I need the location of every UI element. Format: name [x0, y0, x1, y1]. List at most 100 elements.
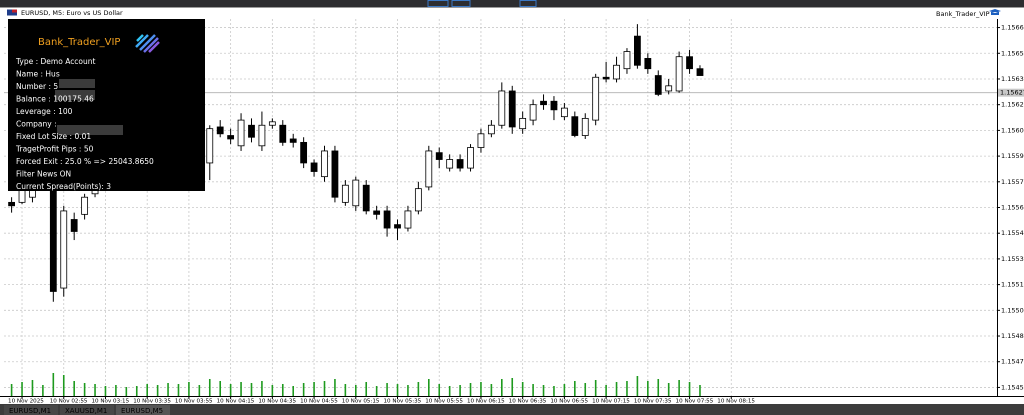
toolbar-button[interactable] [519, 0, 537, 7]
x-tick-label: 10 Nov 06:55 [550, 399, 588, 405]
y-tick-label: 1.15650 [1001, 49, 1024, 57]
panel-line: Company : [16, 120, 57, 129]
candle-body [467, 147, 474, 169]
y-tick-label: 1.15470 [1001, 358, 1024, 366]
candle-body [70, 219, 78, 232]
y-tick-label: 1.15590 [1001, 152, 1024, 160]
toolbar [0, 0, 1024, 7]
candle-body [216, 126, 224, 135]
tab-label: EURUSD,M1 [9, 407, 51, 415]
info-panel: Bank_Trader_VIP Type : Demo Account Name … [8, 19, 205, 191]
y-tick-label: 1.15530 [1001, 255, 1024, 263]
window-title: EURUSD, M5: Euro vs US Dollar [21, 9, 123, 17]
candle-body [404, 210, 412, 229]
candle-body [394, 224, 401, 229]
candle-body [446, 159, 454, 169]
candle-body [644, 58, 652, 70]
redacted-number [55, 90, 95, 100]
x-tick-label: 10 Nov 08:15 [717, 399, 755, 405]
candle-body [279, 124, 287, 143]
candle-body [352, 179, 360, 207]
panel-line: Name : Hus [16, 70, 60, 79]
y-tick-label: 1.15560 [1001, 204, 1024, 212]
bid-label-box [998, 88, 1024, 97]
x-tick-label: 10 Nov 05:55 [425, 399, 463, 405]
candle-body [373, 210, 381, 215]
panel-background [8, 19, 205, 191]
redacted-company [57, 125, 123, 135]
candle-body [258, 124, 266, 147]
x-tick-label: 10 Nov 04:35 [258, 399, 296, 405]
candle-body [425, 150, 433, 188]
x-tick-label: 10 Nov 05:15 [342, 399, 380, 405]
panel-title: Bank_Trader_VIP [38, 37, 120, 48]
y-tick-label: 1.15515 [1001, 281, 1024, 289]
candle-body [550, 100, 558, 111]
candle-body [310, 162, 318, 172]
toolbar-button[interactable] [451, 0, 471, 7]
y-tick-label: 1.15455 [1001, 383, 1024, 391]
tab-bar [0, 404, 1024, 415]
tab[interactable] [60, 405, 114, 415]
panel-line: Fixed Lot Size : 0.01 [16, 132, 91, 141]
x-tick-label: 10 Nov 05:35 [384, 399, 422, 405]
candle-body [435, 152, 443, 160]
x-tick-label: 10 Nov 2025 [8, 399, 44, 405]
tab[interactable] [4, 405, 58, 415]
panel-line: Filter News ON [16, 170, 71, 179]
candle-body [237, 119, 245, 147]
candle-body [602, 76, 610, 80]
candle-body [206, 128, 214, 164]
tab-label: EURUSD,M5 [121, 407, 163, 415]
candle-body [623, 51, 631, 70]
candle-body [49, 184, 57, 292]
panel-line: Current Spread(Points): 3 [16, 182, 111, 191]
candle-body [81, 196, 89, 215]
candle-body [529, 104, 537, 121]
candle-body [487, 124, 495, 135]
y-tick-label: 1.15545 [1001, 229, 1024, 237]
ea-icon [989, 9, 1001, 15]
candle-body [654, 75, 662, 95]
candle-body [341, 184, 349, 203]
candle-body [634, 35, 641, 66]
redacted-name [59, 79, 95, 88]
candle-body [686, 56, 693, 70]
x-tick-label: 10 Nov 06:15 [467, 399, 505, 405]
candle-body [696, 68, 704, 76]
y-tick-label: 1.15485 [1001, 332, 1024, 340]
ea-label: Bank_Trader_VIP [936, 10, 990, 18]
candle-body [383, 210, 391, 229]
candle-body [477, 133, 485, 148]
x-tick-label: 10 Nov 07:35 [634, 399, 672, 405]
panel-line: Leverage : 100 [16, 107, 73, 116]
y-tick-label: 1.15500 [1001, 306, 1024, 314]
x-tick-label: 10 Nov 04:15 [217, 399, 255, 405]
candle-body [675, 56, 683, 92]
candle-body [560, 107, 568, 118]
candle-body [571, 116, 579, 136]
candle-body [362, 184, 370, 212]
bid-label: 1.15627 [1000, 89, 1024, 97]
separator [0, 7, 1024, 8]
candle-body [540, 100, 547, 106]
candle-body [227, 135, 235, 140]
tab[interactable] [116, 405, 170, 415]
candle-body [508, 90, 516, 128]
candle-body [665, 85, 673, 92]
x-tick-label: 10 Nov 07:55 [676, 399, 714, 405]
candle-body [592, 76, 600, 121]
panel-line: Balance : 100175.46 [16, 95, 94, 104]
y-tick-label: 1.15635 [1001, 75, 1024, 83]
candle-body [268, 121, 276, 126]
toolbar-button[interactable] [427, 0, 449, 7]
flag-icon [7, 9, 17, 16]
candle-body [498, 90, 506, 126]
candle-body [321, 150, 328, 178]
x-tick-label: 10 Nov 04:55 [300, 399, 338, 405]
y-tick-label: 1.15620 [1001, 101, 1024, 109]
x-tick-label: 10 Nov 07:15 [592, 399, 630, 405]
y-tick-label: 1.15605 [1001, 126, 1024, 134]
